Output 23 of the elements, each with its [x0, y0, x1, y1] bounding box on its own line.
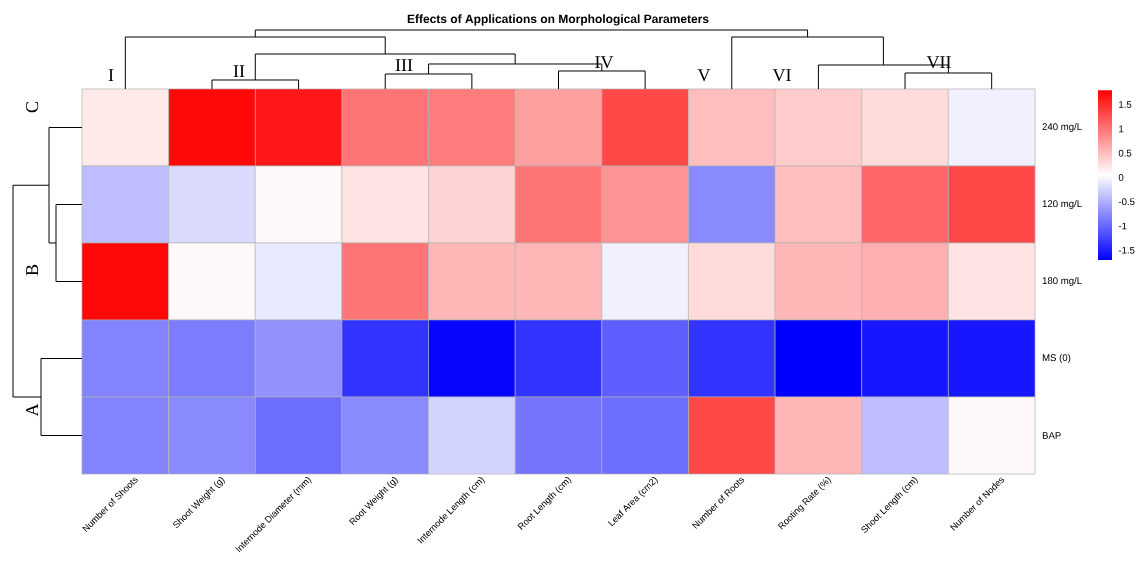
color-bar-label: 1.5	[1119, 101, 1132, 108]
text: VI	[772, 69, 791, 82]
chart-title: Effects of Applications on Morphological Parameters	[407, 14, 709, 26]
y-tick-label: MS (0)	[1042, 354, 1071, 363]
color-bar-label: -0.5	[1118, 198, 1135, 206]
text: A	[26, 403, 39, 417]
text: II	[233, 65, 245, 77]
y-tick-label: 240 mg/L	[1042, 123, 1082, 132]
y-tick-label: BAP	[1042, 432, 1061, 439]
y-tick-label: 180 mg/L	[1042, 277, 1082, 286]
y-tick-label: 120 mg/L	[1042, 200, 1082, 209]
text: VII	[926, 56, 951, 69]
color-bar-label: -1.5	[1118, 246, 1135, 254]
color-bar-label: 0.5	[1118, 149, 1132, 157]
color-bar-label: -1	[1118, 222, 1127, 230]
text: V	[697, 69, 711, 82]
color-bar-label: 1	[1119, 125, 1124, 133]
color-bar-label: 0	[1118, 174, 1124, 181]
text: B	[26, 264, 39, 276]
text: I	[108, 69, 114, 81]
text: C	[26, 101, 39, 113]
text: IV	[595, 56, 614, 69]
text: III	[395, 59, 413, 71]
